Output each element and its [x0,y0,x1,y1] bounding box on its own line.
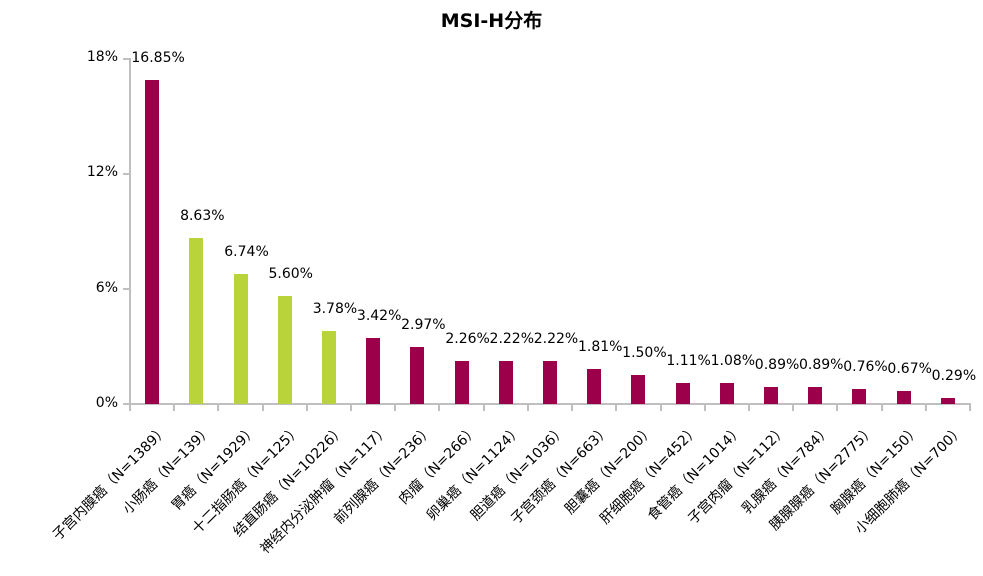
x-tick [261,404,264,411]
value-label: 0.89% [799,356,844,373]
x-tick [747,404,750,411]
bar [631,375,646,404]
value-label: 6.74% [224,244,269,261]
value-label: 1.50% [622,345,667,362]
x-tick [173,404,176,411]
value-label: 0.76% [843,359,888,376]
value-label: 2.22% [533,331,579,348]
bar [764,386,779,404]
x-tick [482,404,485,411]
x-tick [217,404,220,411]
bar [233,274,248,404]
value-label: 2.97% [401,316,446,333]
x-tick [526,404,529,411]
value-label: 1.81% [577,339,623,356]
x-tick [703,404,706,411]
value-label: 2.26% [445,330,490,347]
value-label: 1.11% [666,352,711,369]
x-tick [880,404,883,411]
x-axis [129,403,971,405]
bar [321,331,336,404]
value-label: 3.78% [312,301,358,318]
x-tick [969,404,971,411]
x-tick [615,404,618,411]
bar [896,391,911,404]
y-tick-label: 18% [86,49,118,65]
y-tick [123,288,130,290]
value-label: 1.08% [710,353,756,370]
x-tick [129,404,131,411]
y-tick-label: 12% [86,164,118,180]
y-tick [123,173,130,175]
value-label: 0.89% [754,356,800,373]
bar [940,398,955,404]
value-label: 8.63% [180,208,225,225]
bar [587,369,602,404]
x-tick [659,404,662,411]
bar [277,296,292,404]
bar [498,361,513,404]
value-label: 2.22% [489,331,535,348]
y-tick-label: 6% [95,280,118,296]
value-label: 0.29% [931,368,977,385]
bar [454,360,469,404]
value-label: 16.85% [131,50,185,66]
bar [808,386,823,404]
bar [719,383,734,404]
x-tick [836,404,839,411]
x-tick [792,404,795,411]
y-tick [123,58,130,60]
bar [410,346,425,404]
bar [366,338,381,404]
x-tick [350,404,353,411]
y-tick-label: 0% [95,395,118,411]
chart-title: MSI-H分布 [440,10,543,32]
y-tick [123,403,130,405]
x-tick [438,404,441,411]
bar [675,382,690,404]
bar [543,361,557,404]
x-tick [924,404,927,411]
bar [145,80,160,404]
x-tick [394,404,397,411]
y-axis [129,58,131,405]
bar [189,238,204,404]
value-label: 0.67% [887,361,932,378]
value-label: 3.42% [356,308,402,325]
value-label: 5.60% [268,266,313,283]
x-tick [305,404,308,411]
bar [852,389,867,404]
x-tick [571,404,574,411]
